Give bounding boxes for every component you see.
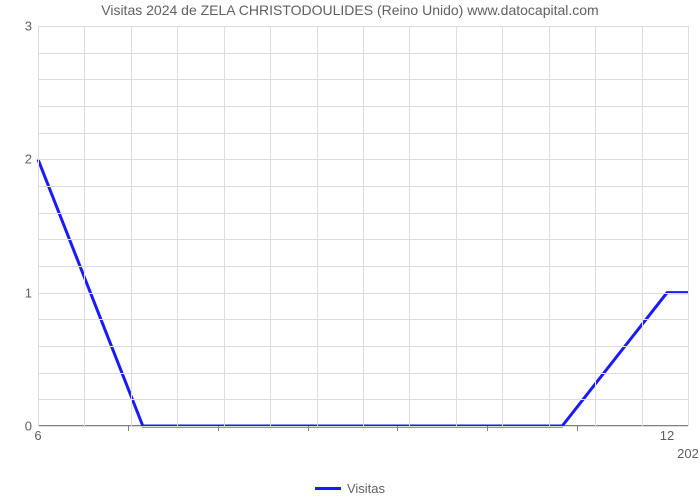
- x-tick-mark: [128, 426, 129, 431]
- y-tick-label: 2: [25, 152, 32, 167]
- y-tick-label: 1: [25, 285, 32, 300]
- chart-title: Visitas 2024 de ZELA CHRISTODOULIDES (Re…: [0, 2, 700, 18]
- gridline-v: [549, 26, 550, 426]
- x-tick-label: 12: [660, 428, 674, 443]
- legend-swatch: [315, 487, 341, 490]
- y-tick-label: 0: [25, 419, 32, 434]
- x-tick-mark: [397, 426, 398, 431]
- gridline-v: [688, 26, 689, 426]
- y-tick-label: 3: [25, 19, 32, 34]
- gridline-v: [131, 26, 132, 426]
- gridline-v: [409, 26, 410, 426]
- gridline-v: [502, 26, 503, 426]
- plot-area: 0123612202: [38, 26, 688, 426]
- x-second-row-label: 202: [677, 446, 699, 461]
- x-tick-mark: [218, 426, 219, 431]
- x-tick-mark: [577, 426, 578, 431]
- gridline-v: [317, 26, 318, 426]
- x-tick-label: 6: [34, 428, 41, 443]
- x-tick-mark: [308, 426, 309, 431]
- visits-chart: Visitas 2024 de ZELA CHRISTODOULIDES (Re…: [0, 0, 700, 500]
- gridline-v: [38, 26, 39, 426]
- gridline-v: [595, 26, 596, 426]
- gridline-v: [224, 26, 225, 426]
- legend-item-visitas: Visitas: [315, 481, 385, 496]
- gridline-v: [177, 26, 178, 426]
- gridline-v: [84, 26, 85, 426]
- gridline-v: [456, 26, 457, 426]
- gridline-v: [642, 26, 643, 426]
- gridline-h: [38, 426, 688, 427]
- legend-label: Visitas: [347, 481, 385, 496]
- gridline-v: [270, 26, 271, 426]
- gridline-v: [363, 26, 364, 426]
- x-tick-mark: [487, 426, 488, 431]
- legend: Visitas: [0, 478, 700, 496]
